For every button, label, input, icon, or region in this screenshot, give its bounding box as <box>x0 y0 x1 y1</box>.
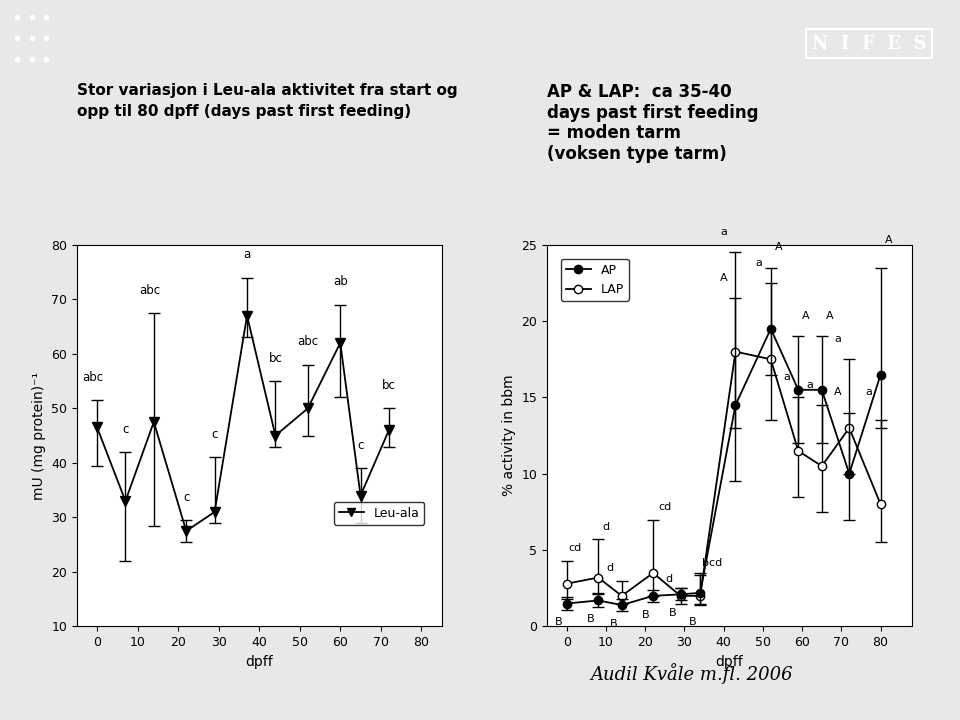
Text: a: a <box>865 387 873 397</box>
Text: A: A <box>885 235 892 245</box>
Text: c: c <box>357 439 364 452</box>
Y-axis label: % activity in bbm: % activity in bbm <box>502 375 516 496</box>
Text: a: a <box>806 380 813 390</box>
Text: A: A <box>826 311 833 321</box>
Text: bc: bc <box>269 352 282 365</box>
Text: a: a <box>834 334 841 344</box>
Text: d: d <box>603 522 610 532</box>
Text: c: c <box>211 428 218 441</box>
Text: A: A <box>833 387 841 397</box>
Text: bcd: bcd <box>702 559 722 568</box>
Legend: Leu-ala: Leu-ala <box>333 502 424 525</box>
Text: B: B <box>610 618 617 629</box>
Text: B: B <box>641 610 649 620</box>
Legend: AP, LAP: AP, LAP <box>561 258 629 301</box>
Text: Stor variasjon i Leu-ala aktivitet fra start og: Stor variasjon i Leu-ala aktivitet fra s… <box>77 83 457 98</box>
Text: AP & LAP:  ca 35-40
days past first feeding
= moden tarm
(voksen type tarm): AP & LAP: ca 35-40 days past first feedi… <box>547 83 758 163</box>
Text: A: A <box>803 311 810 321</box>
Text: c: c <box>183 491 189 504</box>
Text: A: A <box>775 243 782 253</box>
Text: a: a <box>720 228 727 237</box>
Text: cd: cd <box>659 502 671 512</box>
Text: N  I  F  E  S: N I F E S <box>812 35 926 53</box>
X-axis label: dpff: dpff <box>246 654 273 669</box>
Text: Audil Kvåle m.fl. 2006: Audil Kvåle m.fl. 2006 <box>589 662 793 684</box>
Text: cd: cd <box>568 543 582 553</box>
X-axis label: dpff: dpff <box>716 654 743 669</box>
Text: a: a <box>756 258 762 268</box>
Text: abc: abc <box>298 336 319 348</box>
Text: A: A <box>720 273 728 283</box>
Text: B: B <box>587 614 594 624</box>
Text: B: B <box>688 617 696 627</box>
Text: c: c <box>122 423 129 436</box>
Text: ab: ab <box>333 276 348 289</box>
Y-axis label: mU (mg protein)⁻¹: mU (mg protein)⁻¹ <box>32 372 45 500</box>
Text: bc: bc <box>382 379 396 392</box>
Text: d: d <box>665 574 672 584</box>
Text: a: a <box>783 372 790 382</box>
Text: abc: abc <box>83 371 104 384</box>
Text: opp til 80 dpff (days past first feeding): opp til 80 dpff (days past first feeding… <box>77 104 411 120</box>
Text: d: d <box>607 563 613 573</box>
Text: abc: abc <box>139 284 160 297</box>
Text: a: a <box>244 248 251 261</box>
Text: B: B <box>555 617 563 627</box>
Text: B: B <box>669 608 677 618</box>
